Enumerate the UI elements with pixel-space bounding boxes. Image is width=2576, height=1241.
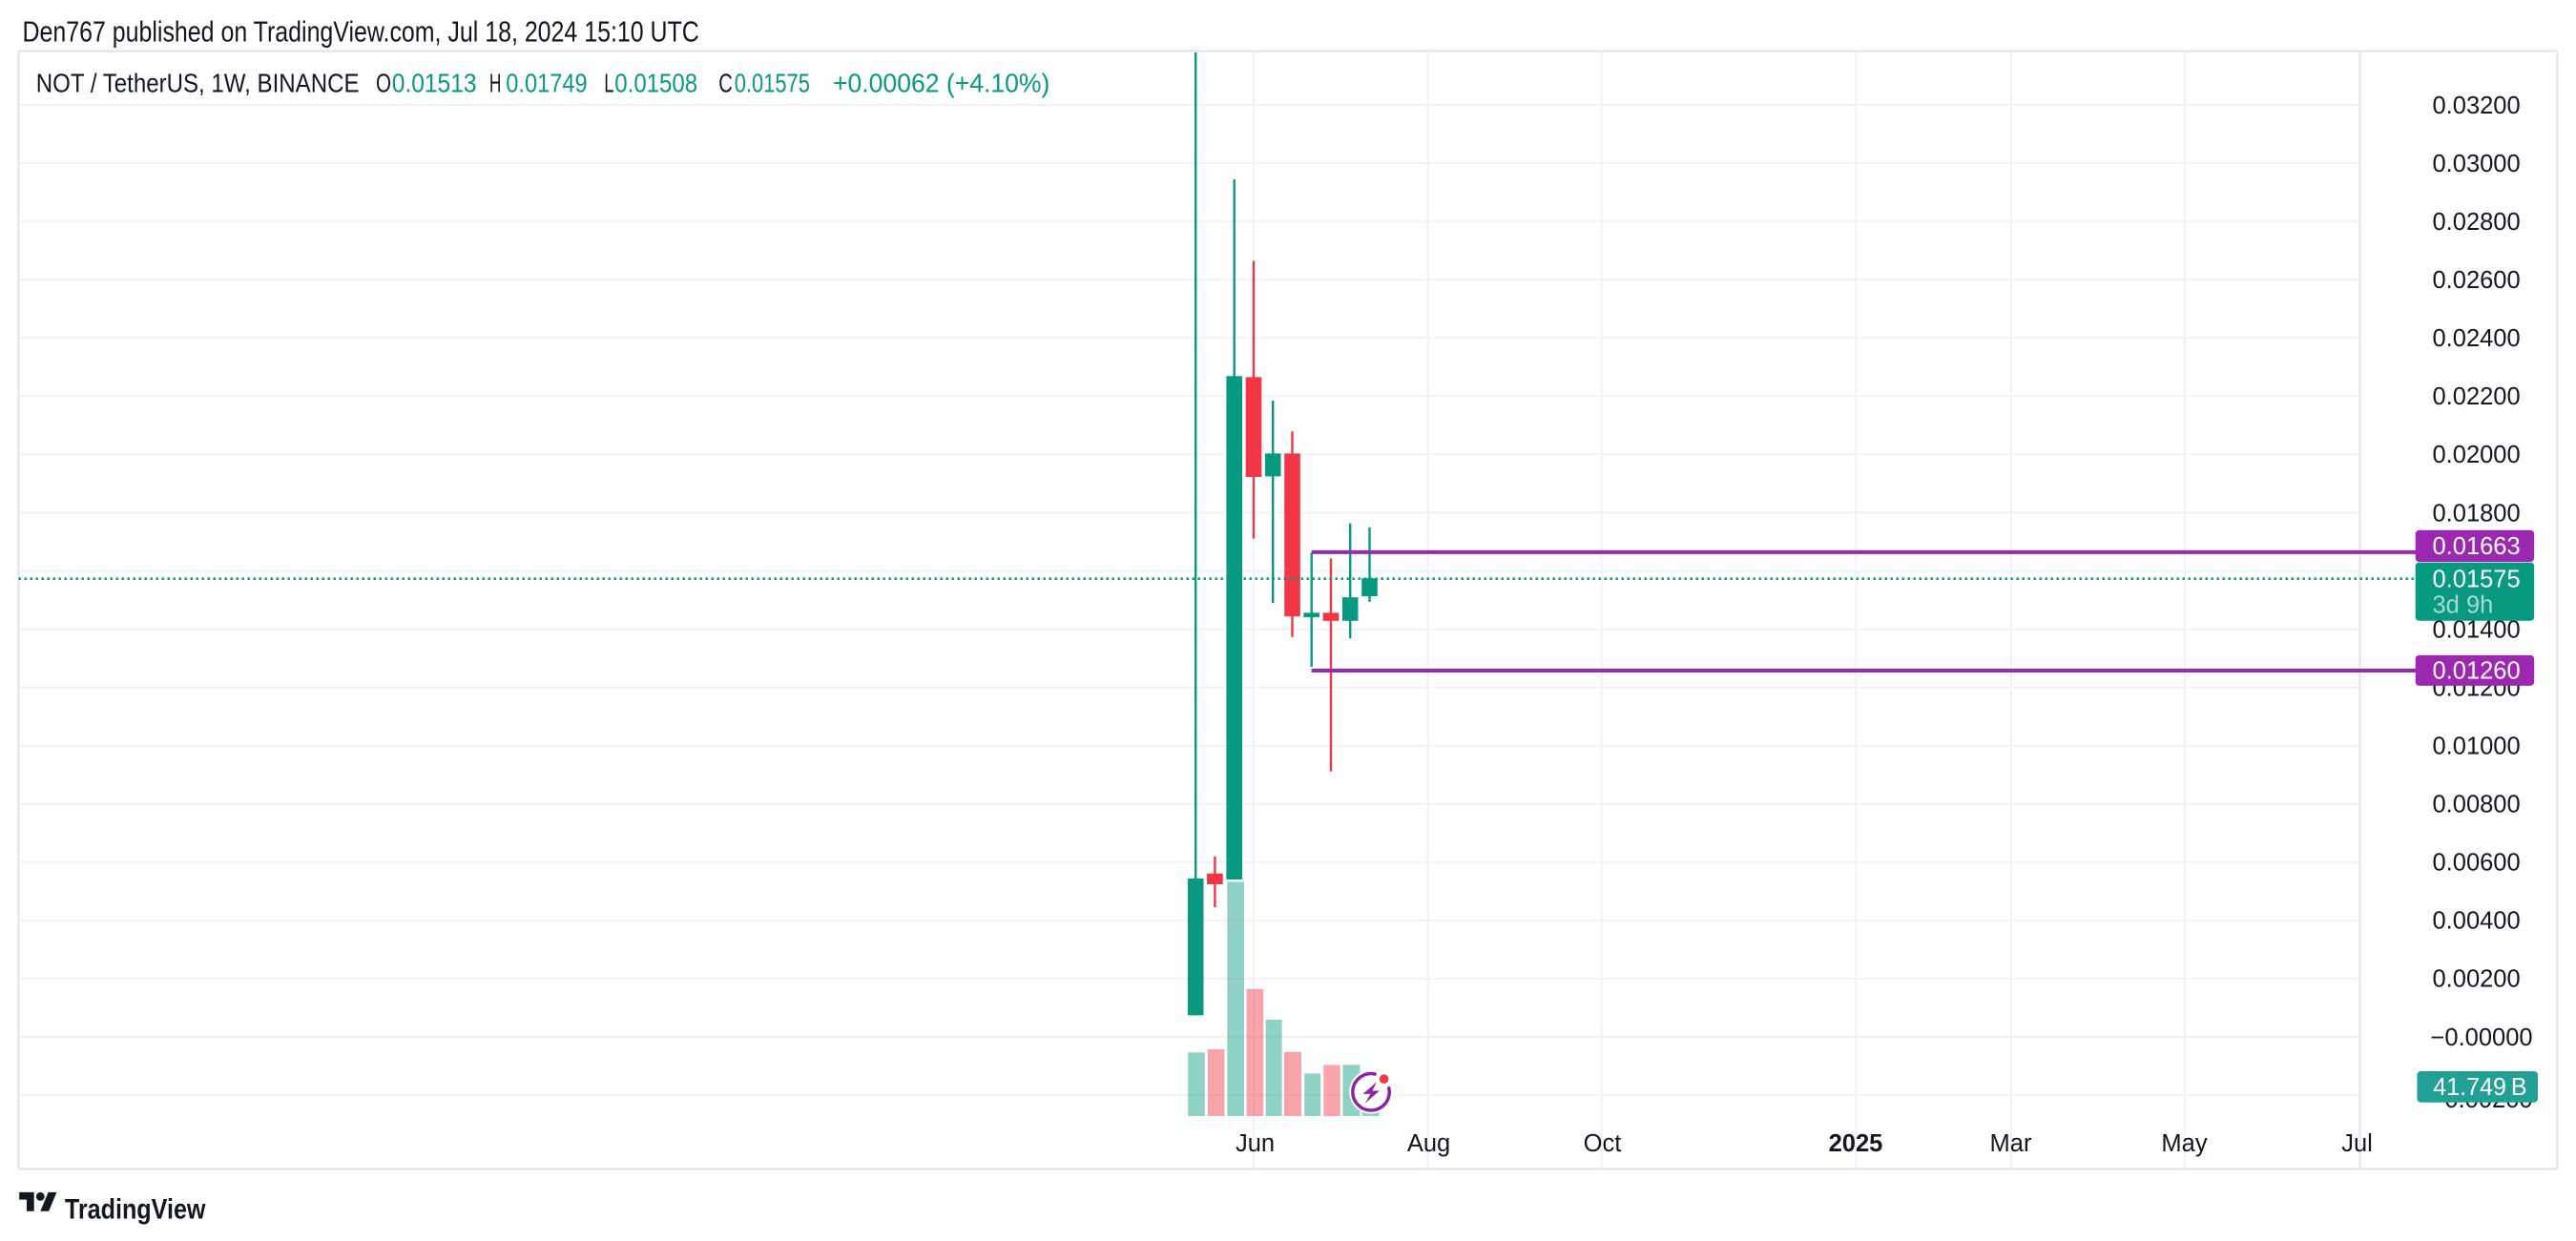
svg-text:0.00200: 0.00200: [2433, 966, 2521, 993]
svg-text:41.749 B: 41.749 B: [2433, 1074, 2526, 1101]
svg-text:−0.00000: −0.00000: [2431, 1024, 2533, 1051]
svg-text:2025: 2025: [1829, 1130, 1883, 1157]
svg-text:0.00800: 0.00800: [2433, 792, 2521, 818]
svg-text:0.03000: 0.03000: [2433, 151, 2521, 177]
svg-text:+0.00062 (+4.10%): +0.00062 (+4.10%): [833, 68, 1049, 97]
svg-text:0.02200: 0.02200: [2433, 383, 2521, 410]
svg-text:0.02600: 0.02600: [2433, 267, 2521, 294]
svg-text:Den767 published on TradingVie: Den767 published on TradingView.com, Jul…: [23, 14, 699, 48]
svg-text:0.00400: 0.00400: [2433, 908, 2521, 935]
svg-text:May: May: [2161, 1130, 2207, 1157]
svg-text:0.03200: 0.03200: [2433, 93, 2521, 119]
svg-text:0.01000: 0.01000: [2433, 734, 2521, 760]
svg-text:0.01508: 0.01508: [614, 68, 697, 97]
svg-text:0.02400: 0.02400: [2433, 325, 2521, 352]
svg-text:H: H: [489, 68, 502, 97]
svg-text:Aug: Aug: [1407, 1130, 1450, 1157]
svg-text:C: C: [718, 68, 733, 97]
svg-text:TradingView: TradingView: [65, 1194, 206, 1226]
svg-text:3d 9h: 3d 9h: [2433, 592, 2494, 619]
svg-text:0.01800: 0.01800: [2433, 500, 2521, 527]
svg-text:Mar: Mar: [1990, 1130, 2032, 1157]
svg-text:Oct: Oct: [1584, 1130, 1622, 1157]
svg-text:0.02000: 0.02000: [2433, 442, 2521, 468]
svg-text:0.02800: 0.02800: [2433, 209, 2521, 236]
svg-text:0.01575: 0.01575: [735, 68, 810, 97]
svg-text:L: L: [604, 68, 613, 97]
svg-text:O: O: [376, 68, 391, 97]
svg-text:0.01400: 0.01400: [2433, 616, 2521, 643]
svg-text:0.01260: 0.01260: [2433, 658, 2521, 685]
svg-text:Jun: Jun: [1236, 1130, 1275, 1157]
svg-text:0.01513: 0.01513: [392, 68, 477, 97]
svg-text:NOT / TetherUS, 1W, BINANCE: NOT / TetherUS, 1W, BINANCE: [36, 68, 360, 97]
svg-text:0.00600: 0.00600: [2433, 850, 2521, 877]
svg-text:0.01575: 0.01575: [2433, 567, 2521, 593]
svg-text:0.01663: 0.01663: [2433, 533, 2521, 560]
svg-text:0.01749: 0.01749: [506, 68, 587, 97]
svg-text:Jul: Jul: [2341, 1130, 2373, 1157]
